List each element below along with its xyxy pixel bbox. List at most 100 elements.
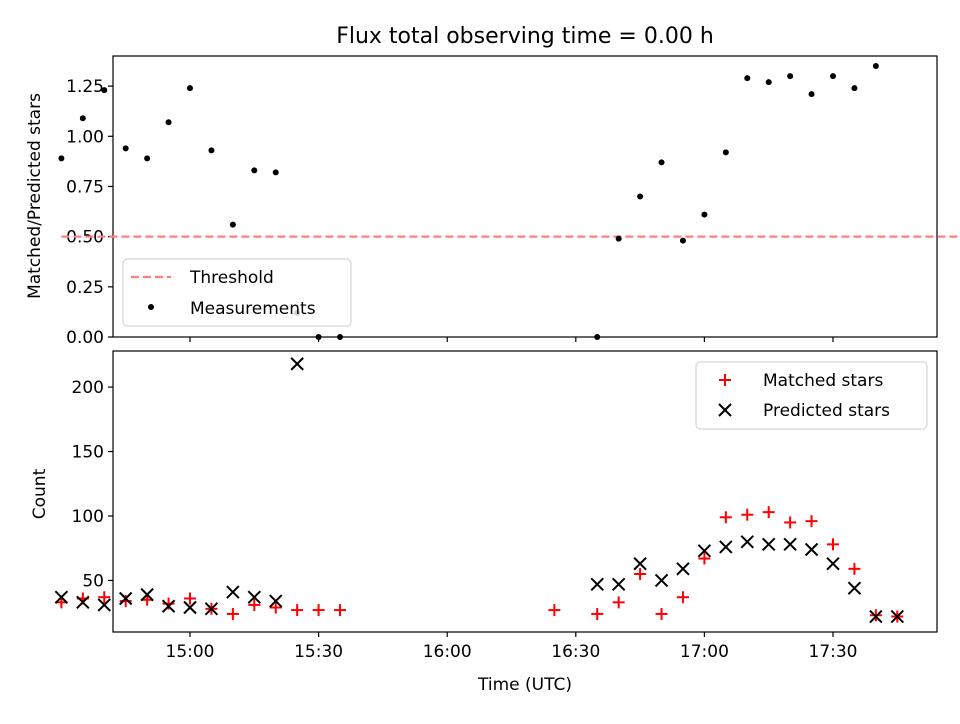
predicted-star-point-b xyxy=(761,537,776,552)
predicted-star-point-b xyxy=(247,590,262,604)
bottom-axes: 50 100 150 200 15:00 15:30 16:00 16:30 17:00 17:3… xyxy=(54,350,938,662)
predicted-star-point xyxy=(247,590,262,604)
predicted-star-point-b xyxy=(783,537,797,552)
bottom-y-tick-label: 100 xyxy=(72,507,104,527)
predicted-star-point-b xyxy=(226,585,240,599)
predicted-star-point xyxy=(290,357,304,371)
predicted-star-point xyxy=(719,540,733,554)
matched-star-point xyxy=(269,601,282,614)
predicted-star-point-b xyxy=(183,600,197,615)
predicted-star-point xyxy=(204,602,219,616)
predicted-star-point xyxy=(97,598,111,612)
measurement-point xyxy=(208,147,215,154)
predicted-star-point xyxy=(654,573,669,588)
top-plot-frame xyxy=(112,55,938,338)
predicted-star-point-b xyxy=(826,556,840,571)
predicted-star-point xyxy=(869,609,883,624)
predicted-star-point-b xyxy=(633,556,647,571)
predicted-star-point-b xyxy=(161,599,176,613)
measurement-point xyxy=(315,334,322,340)
bottom-plot-frame xyxy=(112,350,938,633)
predicted-star-point xyxy=(76,595,90,610)
legend-predicted-label: Predicted stars xyxy=(763,401,890,421)
measurement-point xyxy=(251,167,258,174)
measurement-point xyxy=(701,211,708,218)
measurement-point xyxy=(79,115,86,122)
measurement-point xyxy=(830,73,836,80)
predicted-star-point xyxy=(226,585,240,599)
predicted-star-point xyxy=(697,544,712,558)
measurement-point xyxy=(722,149,729,156)
matched-star-point xyxy=(784,516,797,529)
matched-star-point xyxy=(698,552,711,565)
matched-star-point xyxy=(762,506,775,519)
predicted-star-point-b xyxy=(140,587,154,602)
top-chart-title: Flux total observing time = 0.00 h xyxy=(336,24,714,49)
matched-star-point xyxy=(741,508,754,521)
predicted-star-point-b xyxy=(654,573,669,588)
matched-star-point xyxy=(184,592,196,605)
legend-measurements-swatch xyxy=(148,304,154,310)
predicted-star-point-b xyxy=(118,591,133,606)
bottom-x-tick-label: 15:00 xyxy=(166,642,215,662)
predicted-star-point xyxy=(183,600,197,615)
measurement-point xyxy=(765,79,772,86)
measurement-point xyxy=(229,221,236,228)
matched-star-point xyxy=(827,538,839,551)
matched-star-point xyxy=(312,604,325,617)
predicted-star-point-b xyxy=(676,562,690,576)
matched-star-point xyxy=(548,604,561,617)
bottom-y-tick-label: 150 xyxy=(72,443,104,463)
top-legend-box xyxy=(122,258,352,327)
matched-star-point xyxy=(334,604,347,617)
predicted-star-point-b xyxy=(54,590,69,604)
top-y-tick-label: 0.50 xyxy=(66,228,104,248)
measurement-point xyxy=(744,75,751,82)
measurement-point xyxy=(122,145,129,152)
top-y-axis-label: Matched/Predicted stars xyxy=(25,93,45,299)
predicted-star-point-b xyxy=(97,598,111,612)
measurement-point xyxy=(101,87,108,94)
measurement-point xyxy=(808,91,815,98)
matched-star-point xyxy=(805,515,818,528)
matched-star-point xyxy=(676,591,689,604)
predicted-star-point xyxy=(847,581,862,595)
legend-measurements-label: Measurements xyxy=(190,299,316,319)
predicted-star-point-b xyxy=(847,581,862,595)
predicted-star-point xyxy=(161,599,176,613)
measurement-point xyxy=(187,85,193,92)
measurement-point xyxy=(337,334,344,340)
predicted-star-point xyxy=(54,590,69,604)
top-y-tick-label: 1.25 xyxy=(66,77,104,97)
matched-star-point xyxy=(719,511,732,524)
predicted-star-point xyxy=(590,577,604,592)
matched-star-point xyxy=(98,591,111,604)
matched-star-point xyxy=(591,607,604,620)
bottom-y-tick-label: 50 xyxy=(82,571,104,591)
top-axes: 0.00 0.25 0.50 0.75 1.00 1.25 Threshold Measure… xyxy=(58,55,960,348)
measurement-point xyxy=(637,193,644,200)
bottom-x-tick-label: 16:00 xyxy=(423,642,472,662)
predicted-star-point xyxy=(740,535,754,549)
predicted-star-point-b xyxy=(204,602,219,616)
measurement-point xyxy=(658,159,665,166)
top-y-tick-label: 0.25 xyxy=(66,278,104,298)
predicted-star-point xyxy=(633,556,647,571)
legend-predicted-swatch-b xyxy=(718,403,732,417)
predicted-star-point xyxy=(783,537,797,552)
matched-star-point xyxy=(612,596,625,609)
matched-star-point xyxy=(634,567,647,580)
predicted-star-point-b xyxy=(869,609,883,624)
bottom-y-axis-label: Count xyxy=(30,468,50,519)
legend-matched-label: Matched stars xyxy=(763,371,883,391)
predicted-star-point-b xyxy=(290,357,304,371)
matched-star-point xyxy=(226,607,239,620)
predicted-star-point xyxy=(826,556,840,571)
predicted-star-point xyxy=(804,542,819,557)
predicted-star-point xyxy=(118,591,133,606)
measurement-point xyxy=(58,155,65,162)
matched-star-point xyxy=(655,607,668,620)
predicted-star-point-b xyxy=(719,540,733,554)
